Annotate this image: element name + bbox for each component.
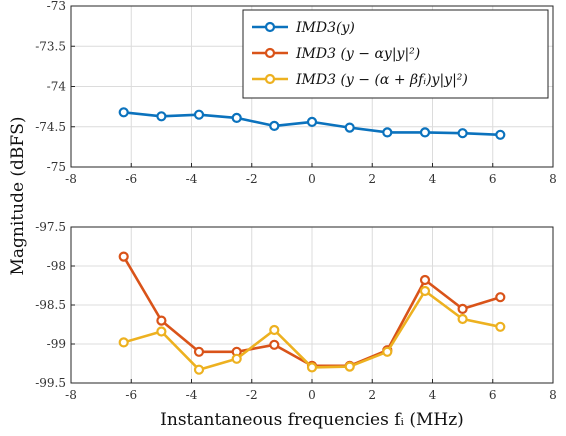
x-tick-label: 8: [549, 388, 557, 402]
x-axis-label: Instantaneous frequencies fᵢ (MHz): [160, 410, 464, 430]
data-point-top-0-10: [495, 129, 506, 140]
x-tick-label: -8: [65, 388, 77, 402]
data-point-bottom-1-5: [306, 362, 318, 373]
data-point-bottom-0-4: [269, 339, 280, 350]
data-point-top-0-9: [457, 128, 468, 139]
x-tick-label: 6: [489, 388, 497, 402]
data-point-top-0-2: [193, 109, 205, 120]
data-point-bottom-0-8: [419, 274, 431, 286]
legend-marker-2: [264, 73, 276, 85]
data-point-bottom-0-0: [118, 251, 129, 262]
x-tick-label: -2: [246, 172, 258, 186]
data-point-bottom-1-2: [193, 364, 205, 375]
data-point-top-0-0: [118, 107, 129, 118]
y-tick-label: -98.5: [35, 298, 66, 312]
y-tick-label: -73.5: [35, 39, 66, 53]
data-point-bottom-1-3: [231, 353, 242, 364]
y-tick-label: -74.5: [35, 120, 66, 134]
data-point-bottom-1-10: [495, 321, 506, 332]
x-tick-label: 2: [368, 172, 376, 186]
x-tick-label: -4: [186, 172, 198, 186]
y-tick-label: -99: [47, 337, 66, 351]
data-point-bottom-1-9: [457, 313, 468, 325]
x-tick-label: -6: [125, 388, 137, 402]
legend-box: [242, 9, 549, 99]
x-tick-label: -6: [125, 172, 137, 186]
data-point-bottom-1-1: [156, 326, 167, 337]
bottom-panel: -8 -6 -4 -2 0 2 4 6 8 -97.5 -98 -98.5 -99 -99.5: [35, 220, 557, 402]
x-tick-label: -4: [186, 388, 198, 402]
data-point-top-0-1: [156, 111, 167, 122]
y-tick-label: -75: [47, 160, 66, 174]
legend-marker-0: [264, 21, 276, 33]
data-point-top-0-3: [231, 112, 242, 124]
data-point-bottom-1-8: [419, 285, 431, 297]
x-tick-label: 2: [368, 388, 376, 402]
y-tick-label: -98: [47, 259, 66, 273]
x-tick-label: 0: [308, 388, 316, 402]
y-tick-label: -97.5: [35, 220, 66, 234]
legend-label-2: IMD3 (y − (α + βfᵢ)y|y|²): [295, 72, 468, 88]
data-point-bottom-1-7: [382, 346, 393, 357]
data-point-top-0-6: [344, 122, 355, 133]
data-point-bottom-0-9: [457, 303, 468, 314]
x-tick-label: 4: [429, 388, 437, 402]
x-tick-label: 0: [308, 172, 316, 186]
data-point-bottom-1-6: [344, 361, 355, 372]
x-tick-label: 4: [429, 172, 437, 186]
data-point-bottom-0-2: [193, 346, 205, 357]
x-tick-label: -8: [65, 172, 77, 186]
x-tick-label: 8: [549, 172, 557, 186]
legend-label-1: IMD3 (y − αy|y|²): [295, 46, 420, 62]
data-point-top-0-5: [306, 116, 318, 128]
y-axis-label: Magnitude (dBFS): [8, 116, 28, 275]
legend-marker-1: [264, 47, 276, 59]
data-point-top-0-7: [382, 127, 393, 138]
legend-label-0: IMD3(y): [295, 20, 355, 36]
y-tick-label: -74: [47, 80, 67, 94]
x-tick-label: -2: [246, 388, 258, 402]
y-tick-label: -73: [47, 0, 66, 13]
data-point-top-0-8: [419, 127, 431, 138]
data-point-bottom-1-0: [118, 337, 129, 348]
data-point-bottom-0-1: [156, 315, 167, 326]
data-point-bottom-0-10: [495, 292, 506, 303]
x-tick-label: 6: [489, 172, 497, 186]
legend: IMD3(y) IMD3 (y − αy|y|²) IMD3 (y − (α + β…: [242, 9, 549, 99]
data-point-bottom-1-4: [269, 324, 280, 336]
y-tick-label: -99.5: [35, 376, 66, 390]
data-point-top-0-4: [269, 120, 280, 132]
